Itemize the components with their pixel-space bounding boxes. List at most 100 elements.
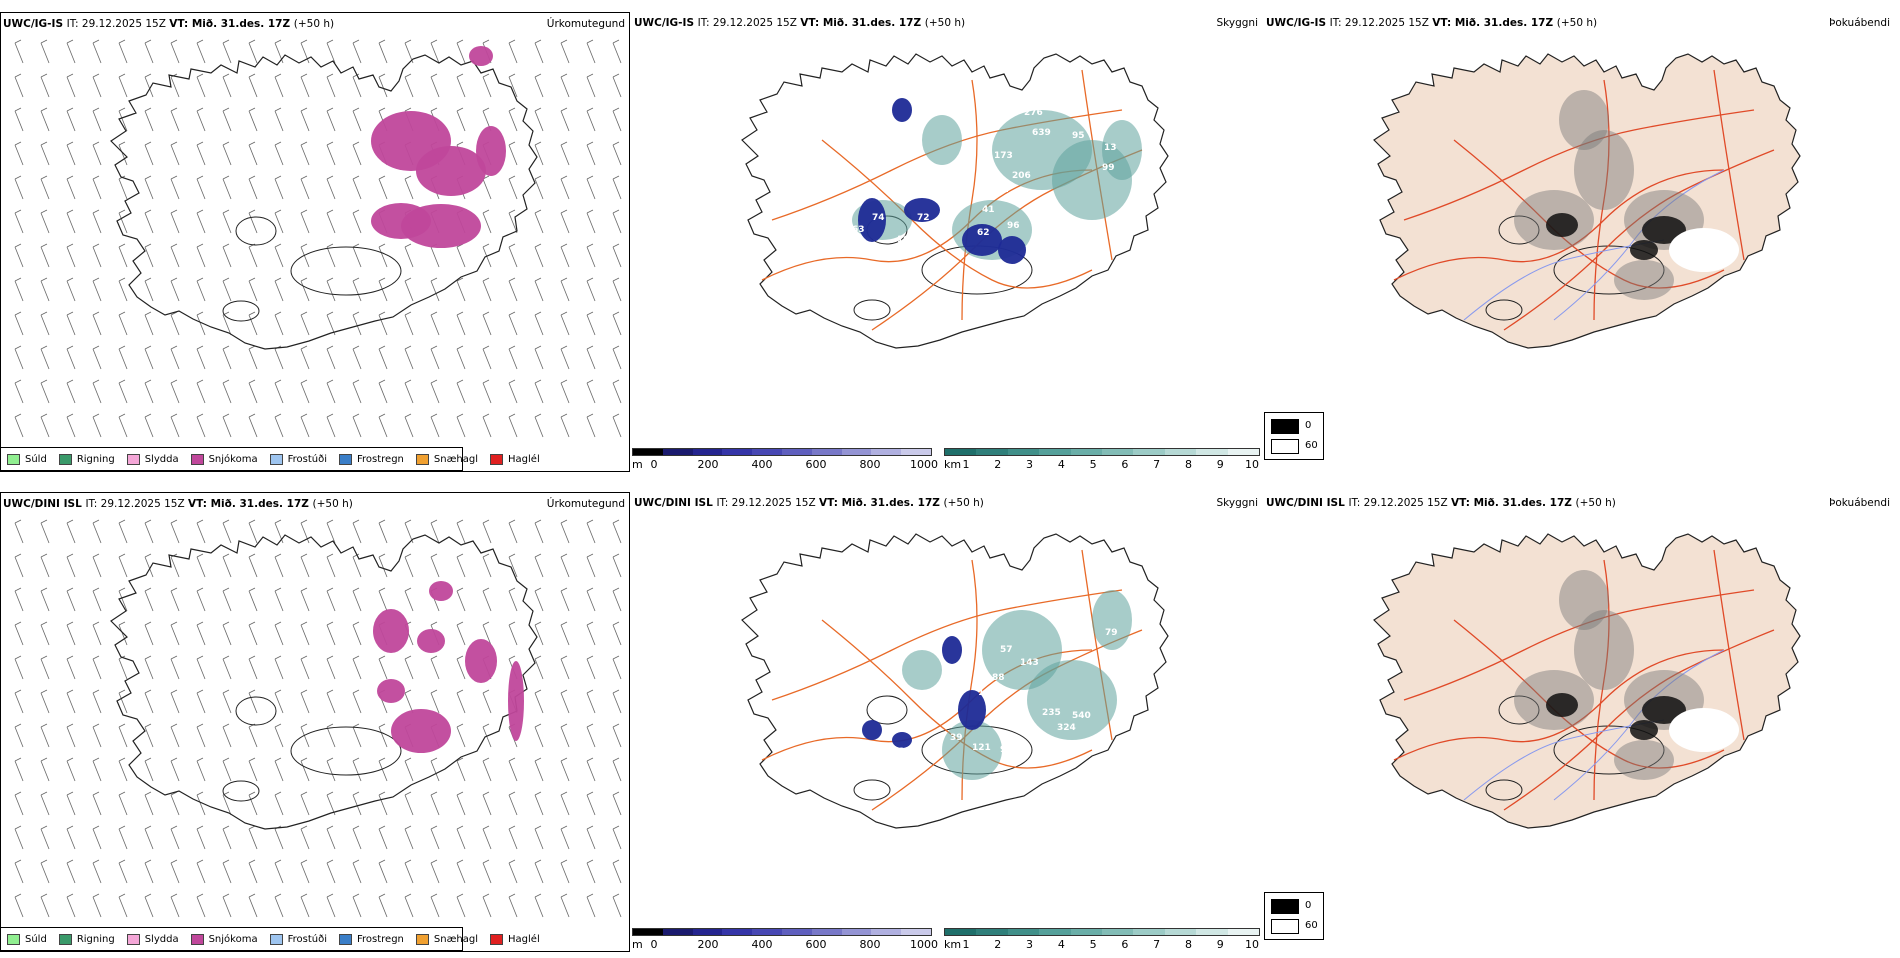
wind-barb-flag — [586, 175, 594, 180]
wind-barb — [508, 828, 518, 850]
wind-barb-flag — [534, 243, 542, 248]
wind-barb — [144, 212, 154, 234]
wind-barb — [352, 212, 362, 234]
wind-barb — [144, 144, 154, 166]
colorbar-tick: 600 — [805, 938, 827, 951]
panel-header: UWC/DINI ISL IT: 29.12.2025 15Z VT: Mið.… — [3, 498, 353, 510]
wind-barb-flag — [534, 621, 542, 626]
wind-barb-flag — [404, 519, 412, 524]
legend-item-súld: Súld — [7, 453, 47, 465]
wind-barb-flag — [534, 311, 542, 316]
field-area — [377, 679, 405, 703]
wind-barb — [170, 692, 180, 714]
wind-barb-flag — [534, 141, 542, 146]
wind-barb — [430, 246, 440, 268]
wind-barb — [300, 76, 310, 98]
wind-barb — [300, 42, 310, 64]
wind-barb-flag — [404, 587, 412, 592]
wind-barb-flag — [326, 243, 334, 248]
field-area — [391, 709, 451, 753]
wind-barb — [300, 416, 310, 438]
wind-barb — [274, 314, 284, 336]
field-area — [1559, 90, 1609, 150]
wind-barb-flag — [560, 277, 568, 282]
wind-barb — [560, 212, 570, 234]
wind-barb-flag — [430, 379, 438, 384]
wind-barb-flag — [508, 277, 516, 282]
wind-barb-flag — [274, 73, 282, 78]
wind-barb-flag — [274, 413, 282, 418]
wind-barb-flag — [352, 277, 360, 282]
wind-barb — [378, 896, 388, 918]
colorbar-tick: 5 — [1089, 938, 1097, 951]
wind-barb-flag — [118, 73, 126, 78]
wind-barb — [326, 726, 336, 748]
wind-barb — [222, 862, 232, 884]
wind-barb-flag — [222, 859, 230, 864]
wind-barb — [170, 110, 180, 132]
colorbar-tick: 200 — [697, 458, 719, 471]
wind-barb-flag — [14, 345, 22, 350]
wind-barb-flag — [92, 655, 100, 660]
colorbar-tick: 4 — [1057, 458, 1065, 471]
wind-barb-flag — [40, 893, 48, 898]
wind-barb-flag — [14, 893, 22, 898]
wind-barb-flag — [430, 757, 438, 762]
wind-barb-flag — [482, 379, 490, 384]
wind-barb — [92, 658, 102, 680]
wind-barb-flag — [586, 655, 594, 660]
wind-barb-flag — [482, 757, 490, 762]
wind-barb-flag — [222, 345, 230, 350]
wind-barb-flag — [222, 277, 230, 282]
wind-barb — [144, 556, 154, 578]
wind-barb-flag — [378, 277, 386, 282]
wind-barb — [92, 692, 102, 714]
wind-barb — [14, 658, 24, 680]
ceiling-value-label: 95 — [1072, 131, 1085, 141]
wind-barb — [456, 382, 466, 404]
wind-barb-flag — [248, 107, 256, 112]
wind-barb — [560, 624, 570, 646]
wind-barb-flag — [196, 73, 204, 78]
wind-barb-flag — [170, 757, 178, 762]
wind-barb-flag — [118, 825, 126, 830]
wind-barb-flag — [430, 689, 438, 694]
wind-barb-flag — [144, 689, 152, 694]
wind-barb — [300, 590, 310, 612]
wind-barb — [430, 828, 440, 850]
wind-barb — [274, 246, 284, 268]
wind-barb — [560, 144, 570, 166]
colorbar-tick: 1 — [962, 458, 970, 471]
wind-barb-flag — [482, 553, 490, 558]
wind-barb — [274, 212, 284, 234]
wind-barb — [14, 382, 24, 404]
legend-swatch — [190, 933, 204, 945]
wind-barb-flag — [40, 859, 48, 864]
wind-barb-flag — [456, 519, 464, 524]
wind-barb-flag — [456, 587, 464, 592]
wind-barb — [482, 862, 492, 884]
legend-swatch — [126, 933, 140, 945]
wind-barb — [430, 314, 440, 336]
wind-barb-flag — [586, 413, 594, 418]
wind-barb-flag — [404, 379, 412, 384]
field-area — [1546, 213, 1578, 237]
wind-barb-flag — [430, 791, 438, 796]
wind-barb-flag — [66, 243, 74, 248]
valid-time: VT: Mið. 31.des. 17Z — [1432, 17, 1557, 29]
wind-barb-flag — [326, 655, 334, 660]
wind-barb-flag — [482, 107, 490, 112]
wind-barb — [222, 144, 232, 166]
wind-barb — [404, 246, 414, 268]
wind-barb-flag — [560, 107, 568, 112]
wind-barb-flag — [326, 379, 334, 384]
wind-barb — [118, 314, 128, 336]
wind-barb — [300, 178, 310, 200]
wind-barb-flag — [222, 413, 230, 418]
wind-barb-flag — [14, 175, 22, 180]
wind-barb-flag — [430, 311, 438, 316]
legend-swatch — [269, 453, 283, 465]
wind-barb — [170, 862, 180, 884]
wind-barb-flag — [40, 345, 48, 350]
wind-barb — [612, 212, 622, 234]
